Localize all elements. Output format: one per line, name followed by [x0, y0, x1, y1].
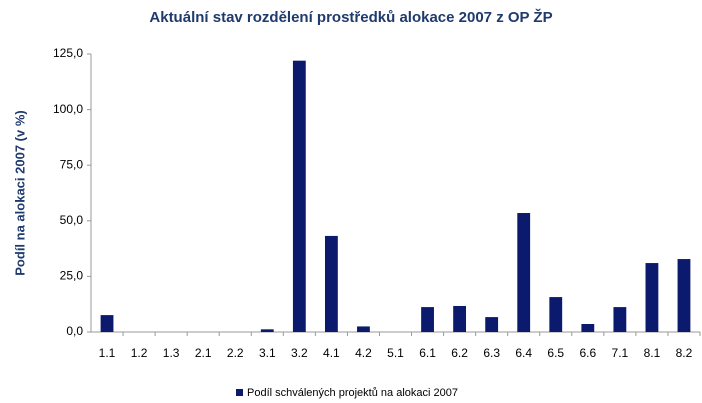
legend-swatch: [236, 389, 243, 396]
bar: [260, 329, 274, 332]
y-tick-label: 0,0: [66, 324, 83, 338]
x-tick-label: 2.1: [195, 346, 212, 360]
bar: [613, 307, 627, 332]
x-tick-label: 8.1: [644, 346, 661, 360]
bar: [517, 213, 531, 332]
bar: [645, 263, 659, 332]
bar: [485, 317, 499, 332]
bar: [324, 235, 338, 332]
x-tick-label: 1.1: [99, 346, 116, 360]
x-tick-label: 8.2: [676, 346, 693, 360]
y-axis-label: Podíl na alokaci 2007 (v %): [12, 110, 27, 275]
x-tick-label: 3.1: [259, 346, 276, 360]
x-tick-label: 3.2: [291, 346, 308, 360]
bar: [453, 305, 467, 332]
x-tick-label: 6.4: [515, 346, 532, 360]
x-tick-label: 4.1: [323, 346, 340, 360]
bar: [581, 323, 595, 332]
y-tick-label: 50,0: [60, 213, 84, 227]
x-tick-label: 6.1: [419, 346, 436, 360]
x-tick-label: 1.2: [131, 346, 148, 360]
x-tick-label: 5.1: [387, 346, 404, 360]
bar: [357, 326, 370, 332]
bar: [100, 315, 114, 332]
x-tick-label: 4.2: [355, 346, 372, 360]
x-tick-label: 7.1: [612, 346, 629, 360]
bar: [549, 297, 563, 332]
x-tick-label: 2.2: [227, 346, 244, 360]
x-tick-label: 6.2: [451, 346, 468, 360]
bar: [677, 259, 691, 332]
x-tick-label: 6.5: [547, 346, 564, 360]
chart-title: Aktuální stav rozdělení prostředků aloka…: [149, 8, 552, 26]
y-tick-label: 75,0: [60, 157, 84, 171]
x-tick-label: 1.3: [163, 346, 180, 360]
bar: [421, 307, 434, 332]
y-tick-label: 25,0: [60, 269, 84, 283]
x-tick-label: 6.3: [483, 346, 500, 360]
x-tick-label: 6.6: [579, 346, 596, 360]
y-tick-label: 100,0: [53, 102, 83, 116]
legend-label: Podíl schválených projektů na alokaci 20…: [247, 387, 458, 399]
y-tick-label: 125,0: [53, 46, 83, 60]
bar: [292, 60, 306, 333]
